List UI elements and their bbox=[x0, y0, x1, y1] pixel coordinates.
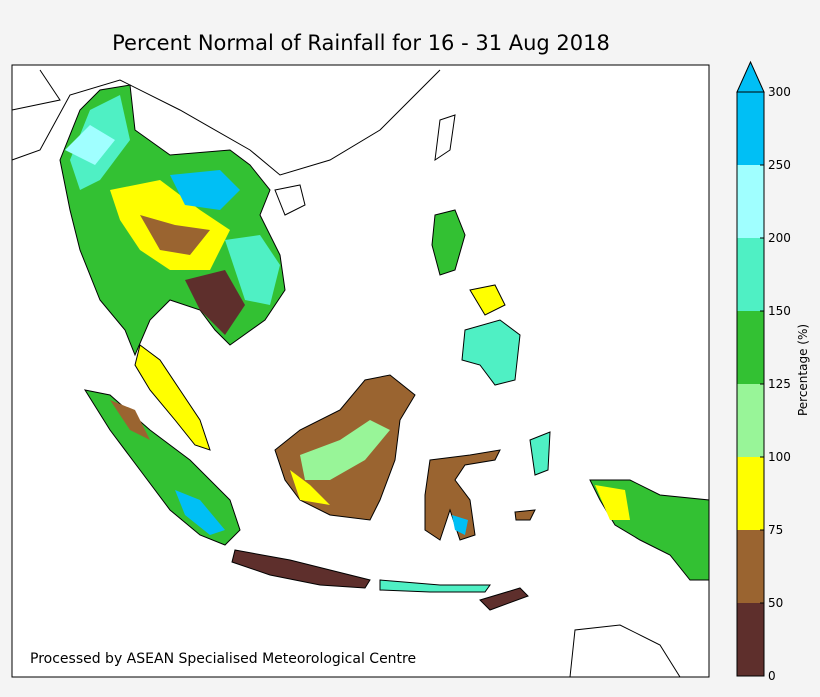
land-sulawesi bbox=[424, 449, 501, 541]
land-visayas bbox=[469, 284, 506, 316]
colorbar-segment bbox=[737, 311, 764, 384]
rain-area bbox=[175, 490, 225, 535]
credit: Processed by ASEAN Specialised Meteorolo… bbox=[30, 651, 416, 667]
map: Processed by ASEAN Specialised Meteorolo… bbox=[11, 64, 710, 678]
land-island bbox=[514, 509, 536, 521]
rain-area bbox=[140, 215, 210, 255]
rain-area bbox=[300, 420, 390, 480]
rain-area bbox=[185, 270, 245, 335]
coastline bbox=[11, 69, 441, 176]
colorbar-segment bbox=[737, 530, 764, 603]
land-islands bbox=[379, 579, 491, 593]
rain-area bbox=[290, 470, 330, 505]
land-halmahera bbox=[529, 431, 551, 476]
colorbar-tick-label: 150 bbox=[768, 304, 791, 318]
colorbar-tick-label: 75 bbox=[768, 523, 783, 537]
land-peninsula bbox=[134, 344, 211, 451]
colorbar-tick-label: 50 bbox=[768, 596, 783, 610]
land-java bbox=[231, 549, 371, 589]
colorbar-segment bbox=[737, 384, 764, 457]
colorbar-segment bbox=[737, 603, 764, 676]
land-hainan bbox=[274, 184, 306, 216]
colorbar-tick-label: 300 bbox=[768, 85, 791, 99]
rain-area bbox=[225, 235, 280, 305]
colorbar-tick-label: 200 bbox=[768, 231, 791, 245]
colorbar-tick-label: 0 bbox=[768, 669, 776, 683]
colorbar-segment bbox=[737, 165, 764, 238]
colorbar: Percentage (%) 0 50 75 100 125 150 200 250 300 bbox=[736, 60, 810, 683]
rain-area bbox=[110, 400, 150, 440]
border bbox=[11, 69, 61, 111]
rain-area bbox=[170, 170, 240, 210]
land-luzon bbox=[431, 209, 466, 276]
land-timor bbox=[479, 587, 529, 611]
colorbar-tick-label: 100 bbox=[768, 450, 791, 464]
colorbar-label: Percentage (%) bbox=[796, 324, 810, 416]
land-mindanao bbox=[461, 319, 521, 386]
rain-area bbox=[65, 125, 115, 165]
coastline-australia bbox=[569, 624, 681, 678]
land-taiwan bbox=[434, 114, 456, 162]
colorbar-tick-label: 125 bbox=[768, 377, 791, 391]
colorbar-segment bbox=[737, 238, 764, 311]
map-title: Percent Normal of Rainfall for 16 - 31 A… bbox=[112, 31, 610, 55]
colorbar-tick-label: 250 bbox=[768, 158, 791, 172]
rain-area bbox=[595, 485, 630, 520]
colorbar-segment bbox=[737, 457, 764, 530]
rain-area bbox=[452, 515, 468, 535]
colorbar-segment bbox=[737, 92, 764, 165]
